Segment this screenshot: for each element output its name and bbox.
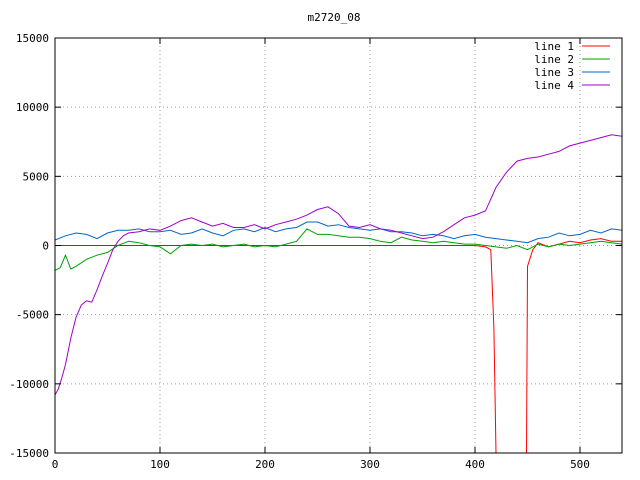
- series-line-4: [55, 134, 622, 396]
- series-line-1: [55, 238, 622, 453]
- y-tick-label: 5000: [23, 170, 50, 183]
- axis-ticks: 0 100 200 300 400 500 -15000 -10000 -5000 0 5000 10…: [9, 32, 622, 471]
- x-tick-label: 100: [150, 458, 170, 471]
- y-tick-label: -5000: [16, 309, 49, 322]
- x-tick-label: 300: [360, 458, 380, 471]
- legend-label: line 2: [534, 53, 574, 66]
- y-tick-label: 10000: [16, 101, 49, 114]
- chart-title: m2720_08: [308, 11, 361, 24]
- legend-label: line 4: [534, 79, 574, 92]
- y-tick-label: 0: [42, 240, 49, 253]
- series-line-3: [55, 221, 622, 244]
- x-tick-label: 0: [52, 458, 59, 471]
- x-tick-label: 400: [465, 458, 485, 471]
- y-tick-label: -10000: [9, 378, 49, 391]
- series-lines: [55, 134, 622, 453]
- x-tick-label: 200: [255, 458, 275, 471]
- y-tick-label: 15000: [16, 32, 49, 45]
- y-tick-label: -15000: [9, 447, 49, 460]
- x-tick-label: 500: [570, 458, 590, 471]
- series-line-2: [55, 228, 622, 271]
- legend-label: line 3: [534, 66, 574, 79]
- legend-label: line 1: [534, 40, 574, 53]
